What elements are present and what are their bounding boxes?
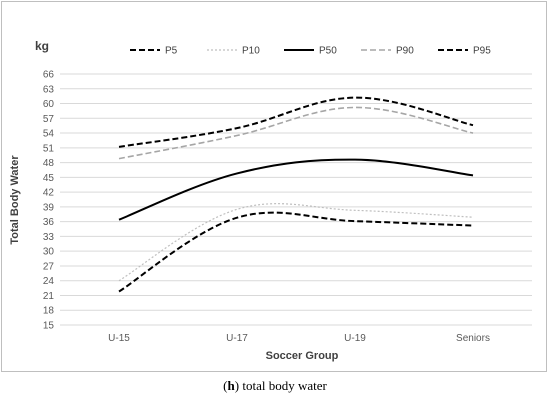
y-tick-label-0: 15 [43,321,55,332]
y-tick-label-14: 57 [43,114,55,125]
legend-label-p50: P50 [319,46,337,57]
legend: P5 P10 P50 P90 P95 [130,46,491,57]
y-tick-label-3: 24 [43,276,55,287]
series-line-p90 [118,106,474,160]
y-tick-label-9: 42 [43,188,55,199]
unit-label: kg [35,39,49,53]
legend-label-p95: P95 [473,46,491,57]
y-axis-title: Total Body Water [9,155,21,245]
y-tick-label-4: 27 [43,261,55,272]
x-tick-label-0: U-15 [108,333,130,344]
figure-caption: (h) total body water [0,378,550,394]
x-axis-title: Soccer Group [266,350,339,362]
y-tick-label-10: 45 [43,173,55,184]
y-tick-label-7: 36 [43,217,55,228]
caption-text: total body water [239,378,327,393]
chart-frame: kg 15 18 21 24 27 30 33 36 39 42 45 48 51 54 57 60 63 66 … [1,1,547,372]
caption-close: ) [234,378,240,393]
caption-open: ( [223,378,228,393]
series-line-p95 [118,96,474,148]
legend-label-p5: P5 [165,46,178,57]
series-line-p50 [118,158,474,221]
legend-label-p10: P10 [242,46,260,57]
y-tick-label-17: 66 [43,70,55,81]
y-tick-label-6: 33 [43,232,55,243]
y-tick-label-1: 18 [43,306,55,317]
x-tick-label-2: U-19 [344,333,366,344]
gridlines [60,73,532,326]
y-tick-label-5: 30 [43,247,55,258]
y-tick-labels: 15 18 21 24 27 30 33 36 39 42 45 48 51 54 57 60 63 66 [43,70,55,332]
total-body-water-chart: kg 151821242730333639424548515457606366 … [9,39,532,362]
x-tick-label-1: U-17 [226,333,248,344]
y-tick-label-13: 54 [43,129,55,140]
y-tick-label-11: 48 [43,158,55,169]
legend-label-p90: P90 [396,46,414,57]
x-tick-labels: U-15 U-17 U-19 Seniors [108,333,490,344]
series-lines [118,96,474,293]
y-tick-label-8: 39 [43,202,55,213]
x-tick-label-3: Seniors [456,333,490,344]
y-tick-label-15: 60 [43,99,55,110]
y-tick-label-2: 21 [43,291,55,302]
series-line-p5 [118,211,474,293]
y-tick-label-16: 63 [43,84,55,95]
caption-letter: h [227,378,235,393]
series-line-p10 [118,203,474,282]
y-tick-label-12: 51 [43,143,55,154]
